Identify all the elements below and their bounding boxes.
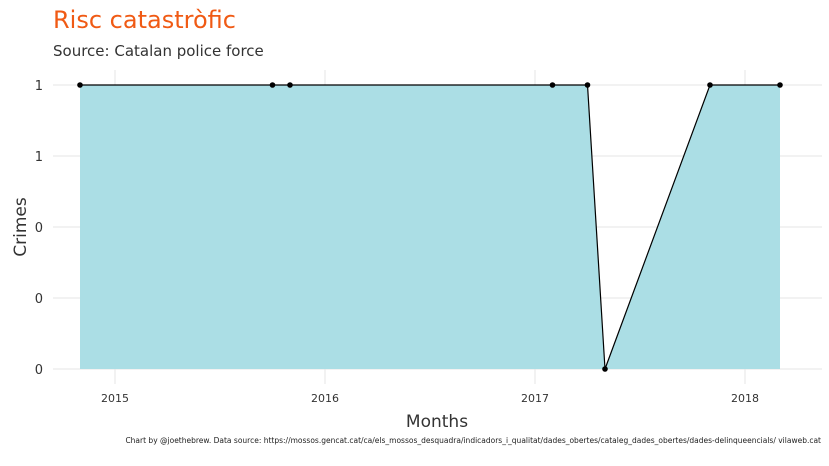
data-point <box>77 82 83 88</box>
data-point <box>269 82 276 88</box>
x-axis-ticks: 2015 2016 2017 2018 <box>101 392 759 405</box>
x-tick-label: 2017 <box>521 392 549 405</box>
chart-subtitle: Source: Catalan police force <box>53 42 264 60</box>
y-tick-label: 0 <box>35 292 43 307</box>
points-layer <box>77 82 783 372</box>
y-tick-label: 0 <box>35 221 43 236</box>
line-layer <box>80 84 780 370</box>
data-point <box>584 82 591 88</box>
y-tick-label: 1 <box>35 79 43 94</box>
data-point <box>549 82 556 88</box>
y-tick-label: 1 <box>35 150 43 165</box>
y-axis-title: Crimes <box>11 197 31 257</box>
y-tick-label: 0 <box>35 363 43 378</box>
data-point <box>777 82 783 88</box>
data-point <box>287 82 293 88</box>
area-fill <box>80 85 780 369</box>
x-tick-label: 2018 <box>731 392 759 405</box>
y-axis-ticks: 0 0 0 1 1 <box>35 79 43 378</box>
chart-caption: Chart by @joethebrew. Data source: https… <box>125 436 821 445</box>
area-layer <box>80 85 780 369</box>
x-tick-label: 2015 <box>101 392 129 405</box>
data-point <box>707 82 713 88</box>
chart-title: Risc catastròfic <box>53 6 236 34</box>
x-tick-label: 2016 <box>311 392 339 405</box>
series-line <box>80 84 780 370</box>
x-axis-title: Months <box>406 412 468 432</box>
data-point <box>602 366 608 372</box>
